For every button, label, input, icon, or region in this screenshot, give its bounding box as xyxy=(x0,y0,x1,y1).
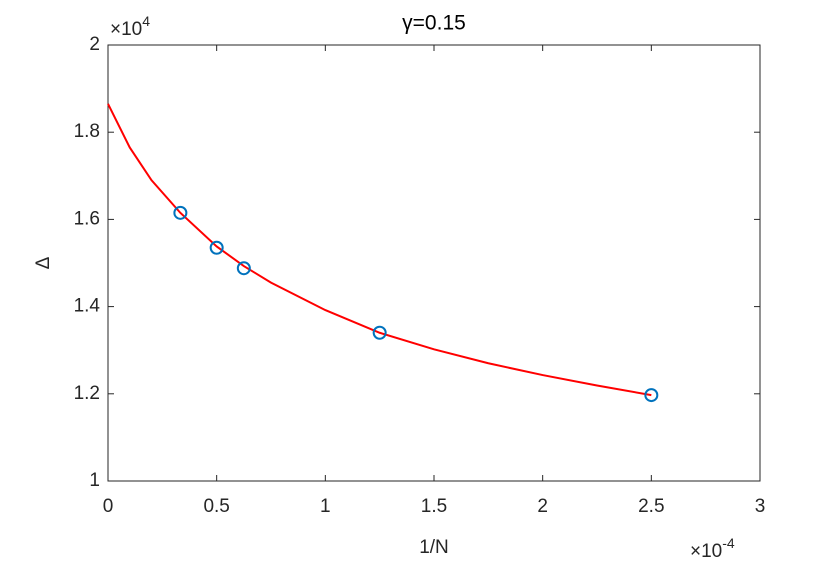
x-tick-label: 3 xyxy=(755,496,766,517)
data-point xyxy=(173,205,188,220)
x-tick-label: 0 xyxy=(103,496,114,517)
y-tick-label: 1.4 xyxy=(74,296,101,317)
x-tick-label: 1.5 xyxy=(421,496,447,517)
x-tick-label: 0.5 xyxy=(203,496,229,517)
y-tick-label: 1.6 xyxy=(74,208,100,229)
data-point xyxy=(644,388,659,403)
x-tick-label: 1 xyxy=(320,496,331,517)
y-exponent: ×104 xyxy=(110,13,150,40)
x-axis-label: 1/N xyxy=(419,537,449,558)
exponent-base: ×10 xyxy=(690,541,722,562)
y-tick-label: 1.2 xyxy=(74,383,100,404)
y-tick-label: 2 xyxy=(89,34,100,55)
data-point xyxy=(209,240,224,255)
fit-line xyxy=(107,103,652,397)
x-exponent: ×10-4 xyxy=(690,535,735,562)
data-point xyxy=(236,261,251,276)
exponent-power: 4 xyxy=(142,13,150,29)
chart-title: γ=0.15 xyxy=(402,12,466,35)
y-axis-label: Δ xyxy=(33,256,54,269)
data-point xyxy=(372,325,387,340)
exponent-base: ×10 xyxy=(110,19,142,40)
exponent-power: -4 xyxy=(722,535,735,551)
x-tick-label: 2.5 xyxy=(638,496,664,517)
x-tick-label: 2 xyxy=(537,496,548,517)
y-tick-label: 1 xyxy=(89,470,100,491)
y-tick-label: 1.8 xyxy=(74,121,100,142)
